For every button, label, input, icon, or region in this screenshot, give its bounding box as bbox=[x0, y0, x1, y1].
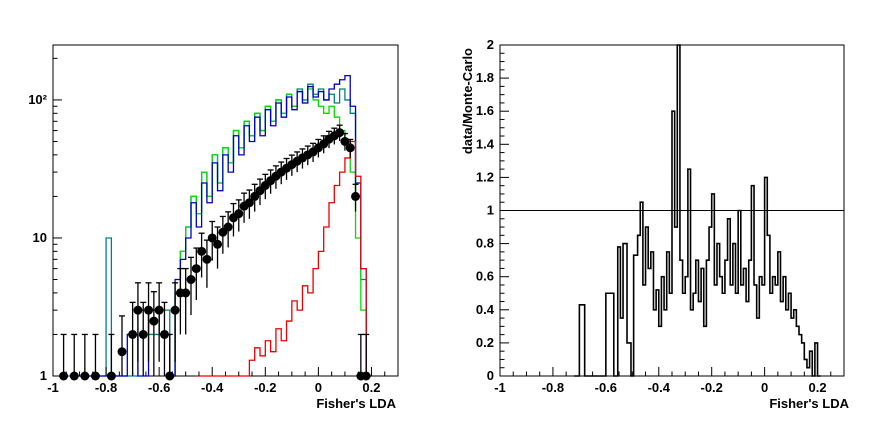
left-series-group bbox=[63, 74, 372, 377]
left-data-point bbox=[340, 136, 350, 146]
left-x-tick-label: 0 bbox=[315, 380, 322, 395]
right-series-0-line bbox=[574, 44, 821, 377]
right-series-group bbox=[574, 44, 821, 377]
right-x-tick-label: -0.6 bbox=[595, 380, 617, 395]
left-y-tick-label: 10² bbox=[28, 92, 47, 107]
left-data-point bbox=[202, 254, 212, 264]
right-y-tick-label: 1.2 bbox=[476, 169, 494, 184]
left-data-point bbox=[144, 305, 154, 315]
left-data-point bbox=[138, 329, 148, 339]
left-data-point bbox=[128, 329, 138, 339]
right-x-tick-label: -1 bbox=[494, 380, 506, 395]
left-data-point bbox=[69, 371, 79, 381]
right-y-tick-label: 1.8 bbox=[476, 70, 494, 85]
left-data-point bbox=[133, 305, 143, 315]
left-plot-frame bbox=[52, 44, 399, 377]
left-y-tick-label: 1 bbox=[40, 368, 47, 383]
left-data-point bbox=[207, 233, 217, 243]
left-data-point bbox=[149, 316, 159, 326]
left-data-point bbox=[335, 128, 345, 138]
right-y-axis-title: data/Monte-Carlo bbox=[460, 48, 475, 154]
left-x-tick-label: -0.2 bbox=[254, 380, 276, 395]
left-series-3-line bbox=[196, 140, 372, 377]
left-data-point bbox=[181, 288, 191, 298]
right-y-tick-label: 0.2 bbox=[476, 335, 494, 350]
left-data-point bbox=[244, 198, 254, 208]
left-data-point bbox=[170, 305, 180, 315]
left-data-point bbox=[159, 329, 169, 339]
right-y-tick-label: 1.6 bbox=[476, 103, 494, 118]
left-x-tick-label: -0.4 bbox=[201, 380, 224, 395]
left-data-point bbox=[80, 371, 90, 381]
left-x-ticks: -1 -0.8 -0.6 -0.4 -0.2 0 0.2 bbox=[47, 367, 399, 395]
left-x-tick-label: -1 bbox=[47, 380, 59, 395]
left-x-axis-title: Fisher's LDA bbox=[316, 396, 396, 411]
left-data-point bbox=[250, 191, 260, 201]
right-x-tick-label: -0.8 bbox=[542, 380, 564, 395]
left-data-point bbox=[154, 305, 164, 315]
right-y-tick-label: 0.4 bbox=[476, 302, 495, 317]
left-data-point bbox=[106, 371, 116, 381]
right-y-tick-label: 1.4 bbox=[476, 136, 495, 151]
right-x-tick-label: -0.4 bbox=[648, 380, 671, 395]
left-data-points-group bbox=[59, 124, 371, 381]
right-y-ticks: 0 0.2 0.4 0.6 0.8 1 1.2 1.4 1.6 1.8 2 bbox=[476, 37, 509, 383]
right-y-tick-label: 2 bbox=[487, 37, 494, 52]
left-chart-panel: -1 -0.8 -0.6 -0.4 -0.2 0 0.2 1 10 10² Fisher's L… bbox=[28, 44, 399, 411]
left-data-point bbox=[186, 275, 196, 285]
right-x-tick-label: 0 bbox=[761, 380, 768, 395]
left-data-point bbox=[345, 143, 355, 153]
right-x-tick-label: -0.2 bbox=[700, 380, 722, 395]
left-y-tick-label: 10 bbox=[33, 230, 47, 245]
left-y-ticks: 1 10 10² bbox=[28, 57, 62, 383]
right-y-tick-label: 0.8 bbox=[476, 236, 494, 251]
right-x-ticks: -1 -0.8 -0.6 -0.4 -0.2 0 0.2 bbox=[494, 367, 845, 395]
left-data-point bbox=[197, 246, 207, 256]
left-data-point bbox=[213, 239, 223, 249]
left-data-point bbox=[117, 347, 127, 357]
right-y-tick-label: 0.6 bbox=[476, 269, 494, 284]
right-chart-panel: -1 -0.8 -0.6 -0.4 -0.2 0 0.2 0 0.2 0.4 0.6 0.8 1 1.2… bbox=[460, 37, 850, 411]
left-x-tick-label: -0.8 bbox=[95, 380, 117, 395]
right-y-tick-label: 0 bbox=[487, 368, 494, 383]
left-x-tick-label: 0.2 bbox=[362, 380, 380, 395]
right-x-tick-label: 0.2 bbox=[808, 380, 826, 395]
left-data-point bbox=[223, 222, 233, 232]
left-x-tick-label: -0.6 bbox=[148, 380, 170, 395]
right-x-axis-title: Fisher's LDA bbox=[769, 396, 849, 411]
right-y-tick-label: 1 bbox=[487, 203, 494, 218]
left-data-point bbox=[191, 264, 201, 274]
left-data-point bbox=[234, 209, 244, 219]
left-data-point bbox=[351, 191, 361, 201]
left-data-point bbox=[361, 371, 371, 381]
